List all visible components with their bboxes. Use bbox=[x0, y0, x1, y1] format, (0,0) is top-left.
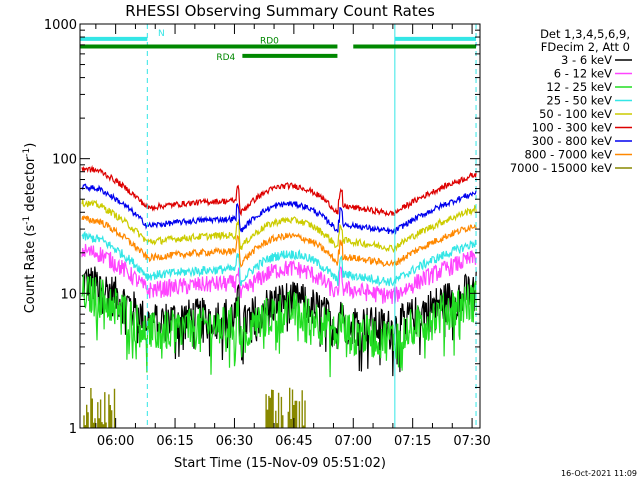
y-tick-label-2: 100 bbox=[52, 153, 77, 168]
series-line-6 bbox=[81, 183, 477, 235]
flag-label-0: N bbox=[158, 29, 165, 39]
x-axis-label: Start Time (15-Nov-09 05:51:02) bbox=[174, 456, 386, 471]
legend-entry-3: 25 - 50 keV bbox=[546, 94, 612, 108]
legend: Det 1,3,4,5,6,9,FDecim 2, Att 03 - 6 keV… bbox=[510, 27, 632, 175]
x-tick-label-0: 06:00 bbox=[97, 434, 134, 449]
legend-entry-1: 6 - 12 keV bbox=[554, 67, 612, 81]
legend-entry-0: 3 - 6 keV bbox=[561, 53, 612, 67]
legend-entry-6: 300 - 800 keV bbox=[532, 134, 612, 148]
x-tick-label-3: 06:45 bbox=[275, 434, 312, 449]
series-line-high-energy bbox=[83, 387, 306, 428]
y-tick-label-1: 10 bbox=[60, 287, 77, 302]
y-tick-label-3: 1000 bbox=[44, 18, 77, 33]
footer-date: 16-Oct-2021 11:09 bbox=[561, 469, 637, 478]
series-line-5 bbox=[81, 199, 477, 254]
x-tick-label-1: 06:15 bbox=[156, 434, 193, 449]
plot-frame bbox=[79, 23, 481, 429]
y-tick-label-0: 1 bbox=[69, 422, 77, 437]
legend-entry-5: 100 - 300 keV bbox=[532, 121, 612, 135]
series-line-7 bbox=[81, 164, 477, 217]
flag-bars: N RD0 RD4 bbox=[80, 29, 477, 63]
plot-area bbox=[79, 24, 477, 428]
flag-label-4: RD4 bbox=[216, 53, 235, 63]
flag-label-2: RD0 bbox=[260, 37, 279, 47]
legend-entry-8: 7000 - 15000 keV bbox=[510, 161, 612, 175]
x-tick-label-4: 07:00 bbox=[335, 434, 372, 449]
legend-entry-2: 12 - 25 keV bbox=[546, 80, 612, 94]
legend-entry-7: 800 - 7000 keV bbox=[524, 148, 612, 162]
legend-header-1: FDecim 2, Att 0 bbox=[541, 40, 630, 54]
series-line-4 bbox=[81, 214, 477, 268]
x-tick-label-2: 06:30 bbox=[216, 434, 253, 449]
legend-entry-4: 50 - 100 keV bbox=[539, 107, 612, 121]
legend-header-0: Det 1,3,4,5,6,9, bbox=[540, 27, 630, 41]
axes: 1 10 100 1000 06:00 06:15 06:30 06:45 07:00 07:15… bbox=[44, 18, 491, 449]
chart-title: RHESSI Observing Summary Count Rates bbox=[125, 2, 435, 20]
y-axis-label: Count Rate (s-1 detector-1) bbox=[22, 143, 38, 314]
x-tick-label-5: 07:15 bbox=[394, 434, 431, 449]
x-tick-label-6: 07:30 bbox=[453, 434, 490, 449]
